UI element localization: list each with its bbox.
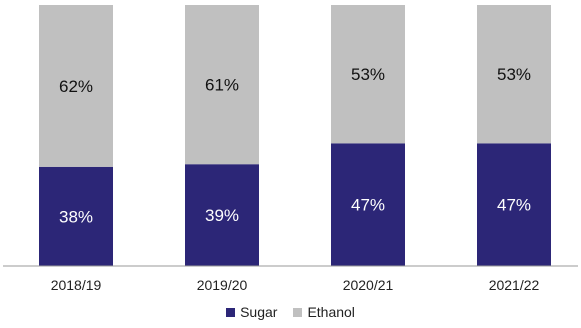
data-label-sugar-2020-21: 47%	[351, 196, 385, 215]
legend-swatch-ethanol	[293, 307, 303, 317]
data-label-ethanol-2021-22: 53%	[497, 65, 531, 84]
bars-group: 38% 62% 39% 61% 47% 53% 47% 53%	[39, 5, 551, 266]
data-label-ethanol-2020-21: 53%	[351, 65, 385, 84]
legend-swatch-sugar	[226, 307, 236, 317]
data-label-ethanol-2019-20: 61%	[205, 76, 239, 95]
legend-item-sugar: Sugar	[226, 304, 277, 320]
bar-ethanol-2019-20	[185, 5, 259, 165]
data-label-sugar-2018-19: 38%	[59, 207, 93, 226]
legend: Sugar Ethanol	[0, 304, 581, 320]
legend-label-ethanol: Ethanol	[307, 304, 355, 320]
x-tick-label-2019-20: 2019/20	[197, 277, 248, 293]
bar-sugar-2020-21	[331, 143, 405, 266]
x-tick-label-2018-19: 2018/19	[51, 277, 102, 293]
x-tick-label-2020-21: 2020/21	[343, 277, 394, 293]
x-tick-label-2021-22: 2021/22	[489, 277, 540, 293]
x-tick-labels: 2018/19 2019/20 2020/21 2021/22	[51, 277, 540, 293]
bar-ethanol-2021-22	[477, 5, 551, 144]
legend-item-ethanol: Ethanol	[293, 304, 355, 320]
data-label-ethanol-2018-19: 62%	[59, 77, 93, 96]
bar-ethanol-2020-21	[331, 5, 405, 144]
bar-sugar-2019-20	[185, 164, 259, 266]
bar-sugar-2018-19	[39, 166, 113, 266]
bar-sugar-2021-22	[477, 143, 551, 266]
data-label-sugar-2019-20: 39%	[205, 206, 239, 225]
legend-label-sugar: Sugar	[240, 304, 278, 320]
data-label-sugar-2021-22: 47%	[497, 196, 531, 215]
bar-ethanol-2018-19	[39, 5, 113, 167]
